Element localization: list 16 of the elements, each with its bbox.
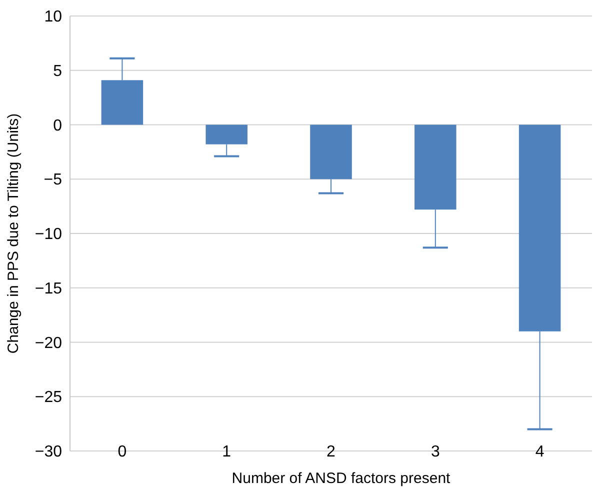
x-tick-label: 3 bbox=[430, 444, 440, 461]
y-tick-label: −5 bbox=[44, 172, 62, 189]
y-tick-label: −30 bbox=[34, 444, 62, 461]
y-axis-title: Change in PPS due to Tilting (Units) bbox=[5, 113, 22, 354]
y-tick-label: −25 bbox=[34, 389, 62, 406]
y-tick-label: 10 bbox=[44, 8, 62, 26]
x-tick-label: 1 bbox=[222, 444, 232, 461]
y-tick-label: 5 bbox=[53, 62, 62, 80]
y-tick-label: −20 bbox=[34, 334, 62, 352]
y-tick-label: 0 bbox=[53, 117, 62, 134]
y-tick-label: −10 bbox=[34, 226, 62, 244]
y-tick-label: −15 bbox=[34, 280, 62, 298]
x-axis-title: Number of ANSD factors present bbox=[232, 470, 452, 487]
x-tick-label: 0 bbox=[118, 444, 127, 461]
x-tick-label: 4 bbox=[535, 444, 544, 461]
x-tick-label: 2 bbox=[326, 444, 336, 461]
